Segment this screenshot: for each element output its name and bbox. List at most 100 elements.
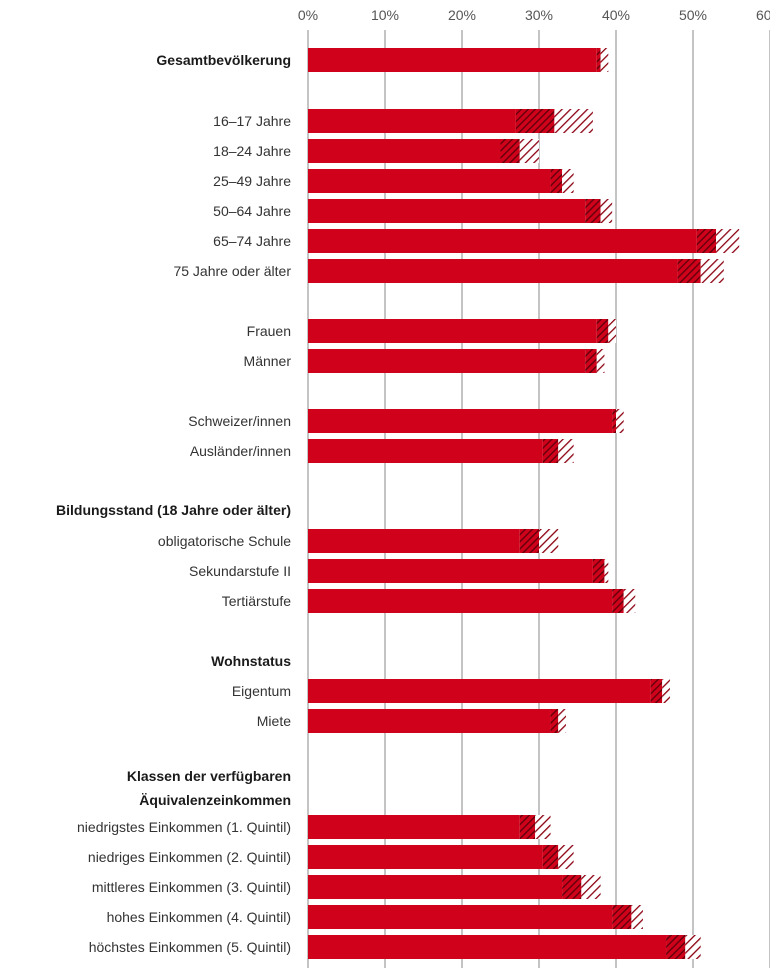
bar-segment-dark-hatched: [500, 139, 520, 163]
bar-segment-dark-hatched: [515, 109, 555, 133]
category-label: höchstes Einkommen (5. Quintil): [89, 939, 291, 955]
category-label: Tertiärstufe: [222, 593, 291, 609]
bar-segment-dark-hatched: [666, 935, 686, 959]
bar-segment-light-hatched: [558, 845, 574, 869]
bar-segment-solid: [308, 169, 551, 193]
category-label: 18–24 Jahre: [213, 143, 291, 159]
category-label: mittleres Einkommen (3. Quintil): [92, 879, 291, 895]
bar-segment-solid: [308, 229, 697, 253]
bar-segment-dark-hatched: [585, 349, 597, 373]
category-label: 75 Jahre oder älter: [173, 263, 291, 279]
bar-segment-light-hatched: [535, 815, 551, 839]
bar-segment-light-hatched: [581, 875, 601, 899]
category-label: 65–74 Jahre: [213, 233, 291, 249]
bar-segment-light-hatched: [600, 48, 609, 72]
bar-segment-dark-hatched: [677, 259, 701, 283]
bar-segment-dark-hatched: [542, 845, 559, 869]
bar-segment-solid: [308, 409, 613, 433]
bar-segment-solid: [308, 679, 651, 703]
bar-segment-solid: [308, 109, 516, 133]
bar-segment-solid: [308, 349, 586, 373]
bar-segment-solid: [308, 199, 586, 223]
bar-segment-dark-hatched: [650, 679, 663, 703]
category-label: Eigentum: [232, 683, 291, 699]
bar-segment-light-hatched: [519, 139, 539, 163]
group-heading: Gesamtbevölkerung: [156, 52, 291, 68]
group-heading: Äquivalenzeinkommen: [139, 792, 291, 808]
bar-segment-solid: [308, 905, 613, 929]
bar-segment-light-hatched: [631, 905, 643, 929]
category-label: 25–49 Jahre: [213, 173, 291, 189]
bar-segment-dark-hatched: [612, 905, 632, 929]
category-label: Schweizer/innen: [188, 413, 291, 429]
x-tick-label: 60%: [756, 7, 770, 23]
group-heading: Wohnstatus: [211, 653, 291, 669]
bar-segment-dark-hatched: [550, 169, 563, 193]
bar-segment-solid: [308, 589, 613, 613]
bar-segment-light-hatched: [608, 319, 616, 343]
bar-segment-dark-hatched: [596, 48, 601, 72]
bar-segment-solid: [308, 875, 563, 899]
category-label: niedrigstes Einkommen (1. Quintil): [77, 819, 291, 835]
x-tick-label: 40%: [602, 7, 630, 23]
bar-segment-light-hatched: [596, 349, 605, 373]
x-tick-label: 30%: [525, 7, 553, 23]
category-label: Sekundarstufe II: [189, 563, 291, 579]
group-heading: Klassen der verfügbaren: [127, 768, 291, 784]
bar-segment-dark-hatched: [612, 409, 616, 433]
bar-segment-dark-hatched: [696, 229, 717, 253]
bar-segment-light-hatched: [539, 529, 559, 553]
bar-segment-solid: [308, 559, 593, 583]
x-axis-ticks: 0% 10% 20% 30% 40% 50% 60%: [298, 7, 770, 23]
bar-segment-light-hatched: [558, 439, 574, 463]
bar-segment-solid: [308, 439, 543, 463]
category-label: 16–17 Jahre: [213, 113, 291, 129]
bar-segment-solid: [308, 845, 543, 869]
category-label: obligatorische Schule: [158, 533, 291, 549]
bar-segment-dark-hatched: [550, 709, 559, 733]
bar-segment-dark-hatched: [562, 875, 582, 899]
bar-segment-dark-hatched: [519, 529, 539, 553]
x-tick-label: 50%: [679, 7, 707, 23]
bar-segment-light-hatched: [616, 409, 624, 433]
bar-segment-solid: [308, 529, 520, 553]
bar-segment-dark-hatched: [612, 589, 624, 613]
category-label: 50–64 Jahre: [213, 203, 291, 219]
bar-segment-light-hatched: [685, 935, 701, 959]
category-label: Frauen: [247, 323, 291, 339]
bar-segment-solid: [308, 935, 667, 959]
bar-segment-solid: [308, 139, 501, 163]
bar-segment-light-hatched: [604, 559, 609, 583]
bar-segment-solid: [308, 319, 597, 343]
bar-segment-light-hatched: [562, 169, 574, 193]
category-label: Ausländer/innen: [190, 443, 291, 459]
bar-segment-solid: [308, 709, 551, 733]
x-tick-label: 20%: [448, 7, 476, 23]
category-label: Miete: [257, 713, 291, 729]
group-heading: Bildungsstand (18 Jahre oder älter): [56, 502, 291, 518]
bar-segment-dark-hatched: [592, 559, 605, 583]
bar-segment-dark-hatched: [596, 319, 609, 343]
bar-segment-light-hatched: [700, 259, 724, 283]
bar-segment-solid: [308, 48, 597, 72]
bars: [308, 48, 740, 959]
category-label: niedriges Einkommen (2. Quintil): [88, 849, 291, 865]
bar-segment-dark-hatched: [519, 815, 536, 839]
bar-segment-light-hatched: [662, 679, 670, 703]
row-labels: Gesamtbevölkerung 16–17 Jahre 18–24 Jahre 2…: [56, 52, 291, 955]
bar-segment-light-hatched: [623, 589, 636, 613]
bar-segment-light-hatched: [716, 229, 740, 253]
bar-segment-light-hatched: [600, 199, 613, 223]
x-tick-label: 0%: [298, 7, 318, 23]
bar-segment-dark-hatched: [542, 439, 559, 463]
x-tick-label: 10%: [371, 7, 399, 23]
bar-segment-light-hatched: [554, 109, 593, 133]
bar-segment-dark-hatched: [585, 199, 601, 223]
category-label: Männer: [244, 353, 292, 369]
bar-segment-solid: [308, 259, 678, 283]
bar-segment-solid: [308, 815, 520, 839]
bar-segment-light-hatched: [558, 709, 566, 733]
category-label: hohes Einkommen (4. Quintil): [107, 909, 291, 925]
